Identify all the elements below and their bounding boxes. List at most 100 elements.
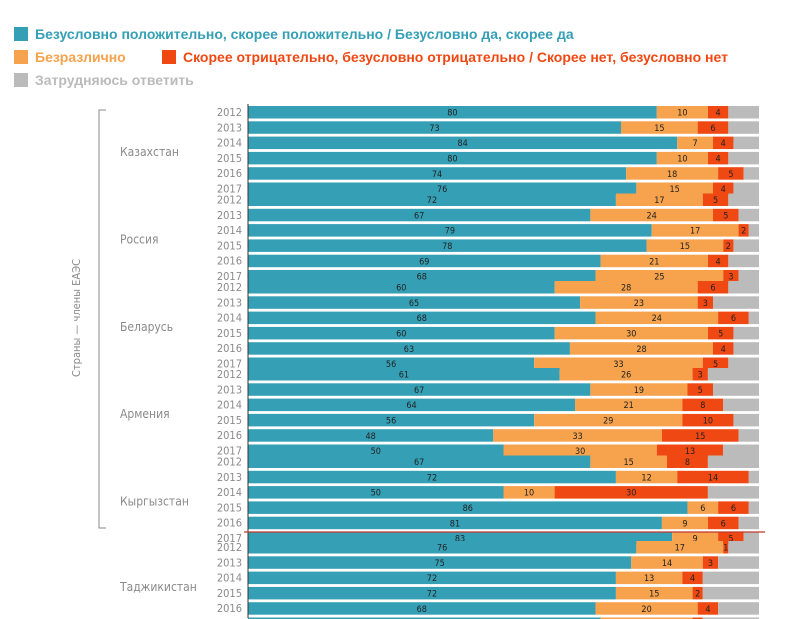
bar-positive-Армения-2015 — [248, 413, 535, 427]
data-label-negative-Россия-2014: 2 — [741, 227, 746, 237]
bar-undecided-Беларусь-2015 — [733, 326, 759, 340]
bar-undecided-Кыргызстан-2016 — [738, 516, 759, 530]
legend-item-undecided: Затрудняюсь ответить — [14, 72, 194, 88]
country-label-Беларусь: Беларусь — [120, 320, 173, 334]
bar-positive-Беларусь-2013 — [248, 296, 581, 309]
bar-undecided-Россия-2015 — [733, 239, 759, 252]
bar-negative-Таджикистан-2012 — [723, 541, 729, 554]
data-label-indifferent-Казахстан-2016: 18 — [667, 170, 677, 180]
year-label-Казахстан-2016: 2016 — [217, 167, 242, 180]
bar-negative-Беларусь-2012 — [697, 281, 729, 294]
data-label-positive-Армения-2015: 56 — [386, 417, 396, 427]
year-label-Казахстан-2017: 2017 — [217, 183, 242, 196]
data-label-indifferent-Россия-2017: 25 — [654, 273, 664, 283]
data-label-negative-Таджикистан-2016: 4 — [705, 605, 710, 615]
bar-positive-Армения-2013 — [248, 383, 591, 396]
legend-swatch-negative — [162, 50, 176, 64]
bar-undecided-Беларусь-2012 — [728, 281, 759, 294]
year-label-Беларусь-2012: 2012 — [217, 281, 242, 294]
bar-indifferent-Армения-2017 — [503, 444, 657, 457]
data-label-negative-Кыргызстан-2013: 14 — [708, 473, 718, 483]
year-label-Таджикистан-2013: 2013 — [217, 556, 242, 569]
bar-positive-Таджикистан-2017 — [248, 617, 601, 619]
bar-negative-Россия-2015 — [723, 239, 734, 252]
year-label-Таджикистан-2012: 2012 — [217, 541, 242, 554]
bar-indifferent-Таджикистан-2015 — [615, 586, 693, 600]
data-label-negative-Армения-2015: 10 — [703, 417, 713, 427]
data-label-positive-Казахстан-2013: 73 — [429, 124, 439, 134]
data-label-indifferent-Армения-2013: 19 — [634, 386, 644, 396]
bar-positive-Кыргызстан-2012 — [248, 455, 591, 468]
bar-negative-Беларусь-2014 — [718, 311, 749, 325]
data-label-positive-Беларусь-2016: 63 — [404, 345, 414, 355]
data-label-indifferent-Кыргызстан-2017: 9 — [693, 535, 698, 545]
bar-negative-Казахстан-2012 — [707, 106, 729, 119]
data-label-positive-Таджикистан-2012: 76 — [437, 544, 447, 554]
data-label-negative-Армения-2013: 5 — [698, 386, 703, 396]
bar-negative-Армения-2017 — [656, 444, 724, 457]
data-label-negative-Россия-2017: 3 — [728, 273, 733, 283]
data-label-positive-Армения-2016: 48 — [365, 432, 375, 442]
bar-undecided-Россия-2013 — [738, 208, 759, 222]
bar-negative-Таджикистан-2017 — [692, 617, 703, 619]
bar-positive-Казахстан-2017 — [248, 182, 637, 195]
data-label-positive-Армения-2017: 50 — [371, 447, 381, 457]
data-label-indifferent-Беларусь-2013: 23 — [634, 299, 644, 309]
legend-label-positive: Безусловно положительно, скорее положите… — [35, 26, 574, 42]
bar-indifferent-Казахстан-2017 — [636, 182, 714, 195]
data-label-positive-Казахстан-2016: 74 — [432, 170, 442, 180]
data-label-negative-Кыргызстан-2015: 6 — [731, 504, 736, 514]
year-label-Армения-2016: 2016 — [217, 429, 242, 442]
data-label-positive-Армения-2014: 64 — [406, 401, 416, 411]
data-label-indifferent-Кыргызстан-2014: 10 — [524, 489, 534, 499]
bar-indifferent-Беларусь-2012 — [554, 281, 698, 294]
bar-indifferent-Кыргызстан-2016 — [661, 516, 708, 530]
data-label-negative-Кыргызстан-2016: 6 — [721, 519, 726, 529]
bar-undecided-Казахстан-2013 — [728, 121, 759, 134]
bar-positive-Кыргызстан-2013 — [248, 470, 616, 484]
data-label-indifferent-Кыргызстан-2012: 15 — [624, 458, 634, 468]
data-label-positive-Кыргызстан-2016: 81 — [450, 519, 460, 529]
data-label-indifferent-Армения-2015: 29 — [603, 417, 613, 427]
data-label-negative-Таджикистан-2015: 2 — [695, 590, 700, 600]
year-label-Казахстан-2012: 2012 — [217, 106, 242, 119]
data-label-positive-Россия-2017: 68 — [417, 273, 427, 283]
legend-item-positive: Безусловно положительно, скорее положите… — [14, 26, 574, 42]
legend-label-negative: Скорее отрицательно, безусловно отрицате… — [183, 49, 728, 65]
data-label-negative-Россия-2013: 5 — [723, 211, 728, 221]
data-label-positive-Россия-2013: 67 — [414, 211, 424, 221]
bar-undecided-Беларусь-2016 — [733, 342, 759, 355]
bar-undecided-Армения-2017 — [723, 444, 759, 457]
bar-undecided-Армения-2015 — [733, 413, 759, 427]
year-label-Россия-2017: 2017 — [217, 270, 242, 283]
data-label-positive-Россия-2014: 79 — [445, 227, 455, 237]
data-label-indifferent-Таджикистан-2014: 13 — [644, 574, 654, 584]
data-label-indifferent-Казахстан-2012: 10 — [677, 109, 687, 119]
bar-negative-Россия-2016 — [707, 254, 729, 268]
bar-positive-Армения-2016 — [248, 429, 494, 442]
bar-indifferent-Таджикистан-2017 — [600, 617, 693, 619]
bar-indifferent-Казахстан-2012 — [656, 106, 708, 119]
country-label-Армения: Армения — [120, 407, 170, 421]
data-label-negative-Россия-2012: 5 — [713, 196, 718, 206]
bar-negative-Таджикистан-2015 — [692, 586, 703, 600]
data-label-positive-Беларусь-2014: 68 — [417, 314, 427, 324]
bar-negative-Казахстан-2016 — [718, 167, 744, 180]
data-label-negative-Таджикистан-2013: 3 — [708, 559, 713, 569]
year-label-Кыргызстан-2017: 2017 — [217, 532, 242, 545]
bar-undecided-Казахстан-2012 — [728, 106, 759, 119]
data-label-indifferent-Таджикистан-2016: 20 — [641, 605, 651, 615]
data-label-indifferent-Беларусь-2016: 28 — [636, 345, 646, 355]
bar-indifferent-Казахстан-2015 — [656, 151, 708, 165]
bar-indifferent-Казахстан-2014 — [677, 136, 714, 150]
bar-negative-Казахстан-2017 — [713, 182, 734, 195]
bar-undecided-Беларусь-2014 — [748, 311, 759, 325]
bar-positive-Беларусь-2015 — [248, 326, 555, 340]
year-label-Кыргызстан-2015: 2015 — [217, 501, 242, 514]
bar-undecided-Кыргызстан-2014 — [707, 486, 759, 499]
data-label-indifferent-Таджикистан-2013: 14 — [662, 559, 672, 569]
year-label-Беларусь-2014: 2014 — [217, 312, 242, 325]
bar-positive-Кыргызстан-2014 — [248, 486, 504, 499]
bar-undecided-Таджикистан-2015 — [702, 586, 759, 600]
bar-indifferent-Армения-2012 — [559, 368, 693, 381]
